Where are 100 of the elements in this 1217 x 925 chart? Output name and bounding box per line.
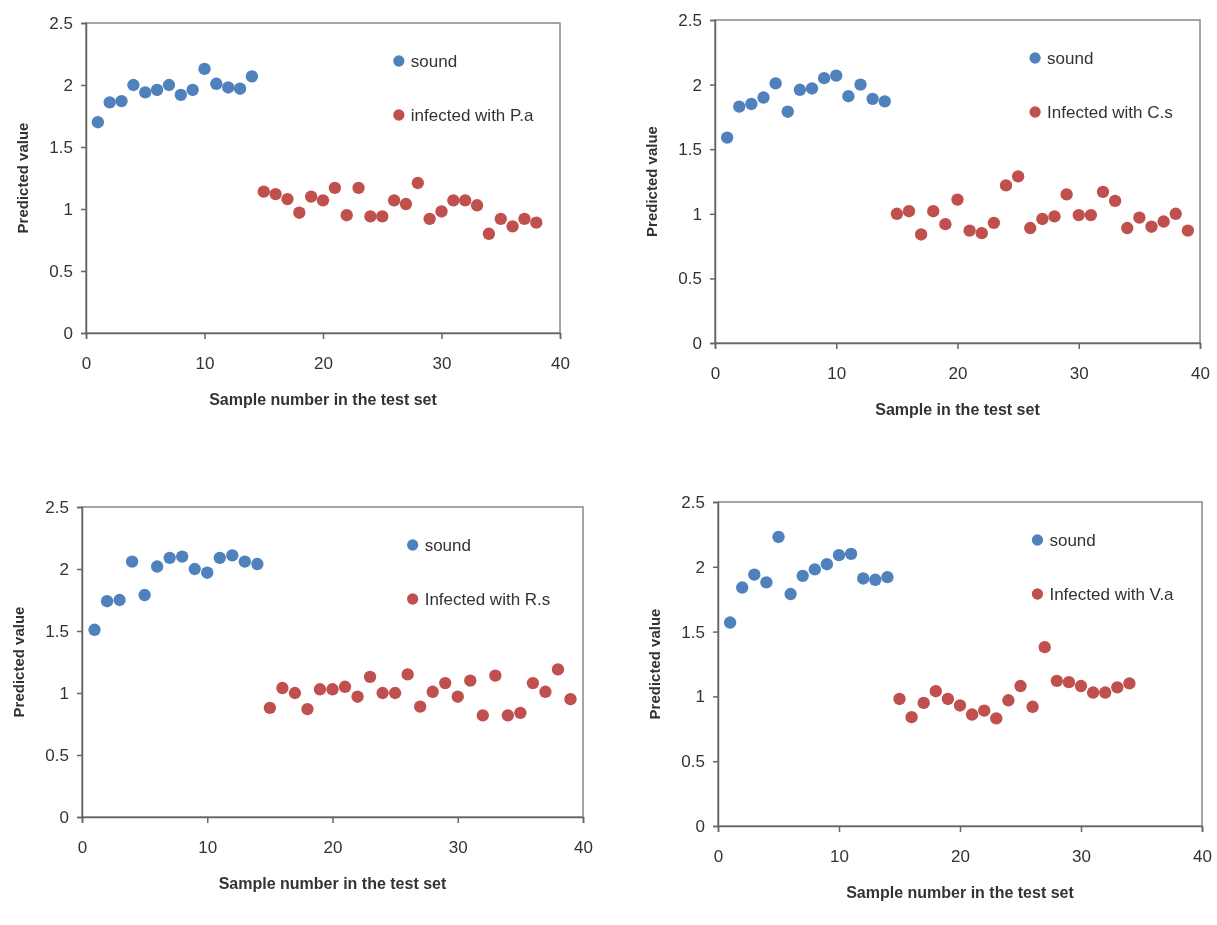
y-tick-label: 1.5 xyxy=(681,622,705,642)
y-tick-label: 1.5 xyxy=(45,621,69,641)
y-tick-label: 0 xyxy=(59,807,69,827)
legend-label: infected with P.a xyxy=(410,106,534,125)
point xyxy=(1062,675,1076,689)
point xyxy=(1050,674,1063,688)
point xyxy=(869,573,882,586)
point xyxy=(1011,170,1025,183)
point xyxy=(1145,220,1158,233)
x-axis-title: Sample number in the test set xyxy=(846,884,1075,901)
x-axis-title: Sample number in the test set xyxy=(218,875,447,892)
point xyxy=(376,210,389,223)
point xyxy=(113,593,126,607)
point xyxy=(733,100,746,113)
y-tick-label: 1 xyxy=(692,204,702,224)
point xyxy=(953,699,967,712)
point xyxy=(975,227,988,240)
point xyxy=(210,77,223,90)
x-tick-label: 30 xyxy=(1069,364,1089,384)
x-tick-label: 20 xyxy=(951,847,970,867)
y-tick-label: 2.5 xyxy=(678,10,702,30)
point xyxy=(748,568,761,581)
point xyxy=(293,206,306,219)
point xyxy=(963,224,976,237)
point xyxy=(844,547,858,561)
point xyxy=(115,94,128,108)
y-tick-label: 1.5 xyxy=(678,140,702,160)
x-tick-label: 10 xyxy=(827,364,847,384)
y-tick-label: 0 xyxy=(692,333,702,353)
point xyxy=(745,97,758,111)
point xyxy=(1026,700,1039,713)
x-tick-label: 30 xyxy=(448,838,468,858)
point xyxy=(720,131,734,144)
point xyxy=(796,569,809,583)
point xyxy=(251,557,264,571)
y-tick-label: 1 xyxy=(695,687,705,707)
point xyxy=(127,78,140,92)
point xyxy=(328,181,342,195)
point xyxy=(233,82,247,95)
point xyxy=(760,576,773,589)
point xyxy=(176,550,189,563)
legend-label: Infected with R.s xyxy=(424,590,551,609)
point xyxy=(842,90,855,103)
y-tick-label: 2.5 xyxy=(45,497,69,517)
x-tick-label: 10 xyxy=(830,847,849,867)
x-tick-label: 30 xyxy=(1072,847,1091,867)
y-axis-title: Predicted value xyxy=(646,608,663,720)
point xyxy=(269,187,282,201)
point xyxy=(326,683,339,696)
point xyxy=(125,555,139,568)
legend-label: Infected with C.s xyxy=(1047,103,1173,122)
point xyxy=(518,212,531,226)
point xyxy=(890,207,904,220)
point xyxy=(451,690,464,703)
point xyxy=(514,706,527,720)
point xyxy=(364,210,377,223)
x-axis-title: Sample number in the test set xyxy=(209,391,438,408)
y-tick-label: 2.5 xyxy=(681,492,705,512)
point xyxy=(245,70,259,83)
point xyxy=(313,683,327,696)
point xyxy=(893,692,906,706)
y-tick-label: 0.5 xyxy=(678,269,702,289)
point xyxy=(494,212,507,226)
point xyxy=(399,197,413,211)
point xyxy=(376,686,389,700)
x-tick-label: 40 xyxy=(1193,847,1212,867)
point xyxy=(338,680,352,693)
y-tick-label: 0.5 xyxy=(681,752,705,772)
point xyxy=(439,676,452,690)
point xyxy=(506,220,519,233)
point xyxy=(817,71,831,85)
point xyxy=(772,530,785,544)
point xyxy=(301,702,314,716)
point xyxy=(1133,211,1146,224)
point xyxy=(830,69,843,82)
point xyxy=(978,704,991,717)
point xyxy=(423,212,436,226)
point xyxy=(88,623,101,636)
point xyxy=(387,194,401,207)
point xyxy=(198,62,211,76)
point xyxy=(464,674,477,687)
point xyxy=(820,558,834,571)
point xyxy=(413,700,427,713)
point xyxy=(174,88,187,102)
point xyxy=(1036,212,1049,226)
point xyxy=(1121,221,1134,235)
point xyxy=(201,566,214,579)
point xyxy=(186,83,199,97)
point xyxy=(263,701,277,715)
point xyxy=(1084,208,1098,222)
point xyxy=(281,192,294,206)
x-tick-label: 10 xyxy=(195,354,215,374)
point xyxy=(1002,694,1015,707)
point xyxy=(100,595,114,608)
point xyxy=(489,669,502,682)
point xyxy=(1072,208,1085,222)
point xyxy=(288,686,302,700)
point xyxy=(1024,221,1037,235)
point xyxy=(304,190,318,203)
point xyxy=(352,181,365,195)
